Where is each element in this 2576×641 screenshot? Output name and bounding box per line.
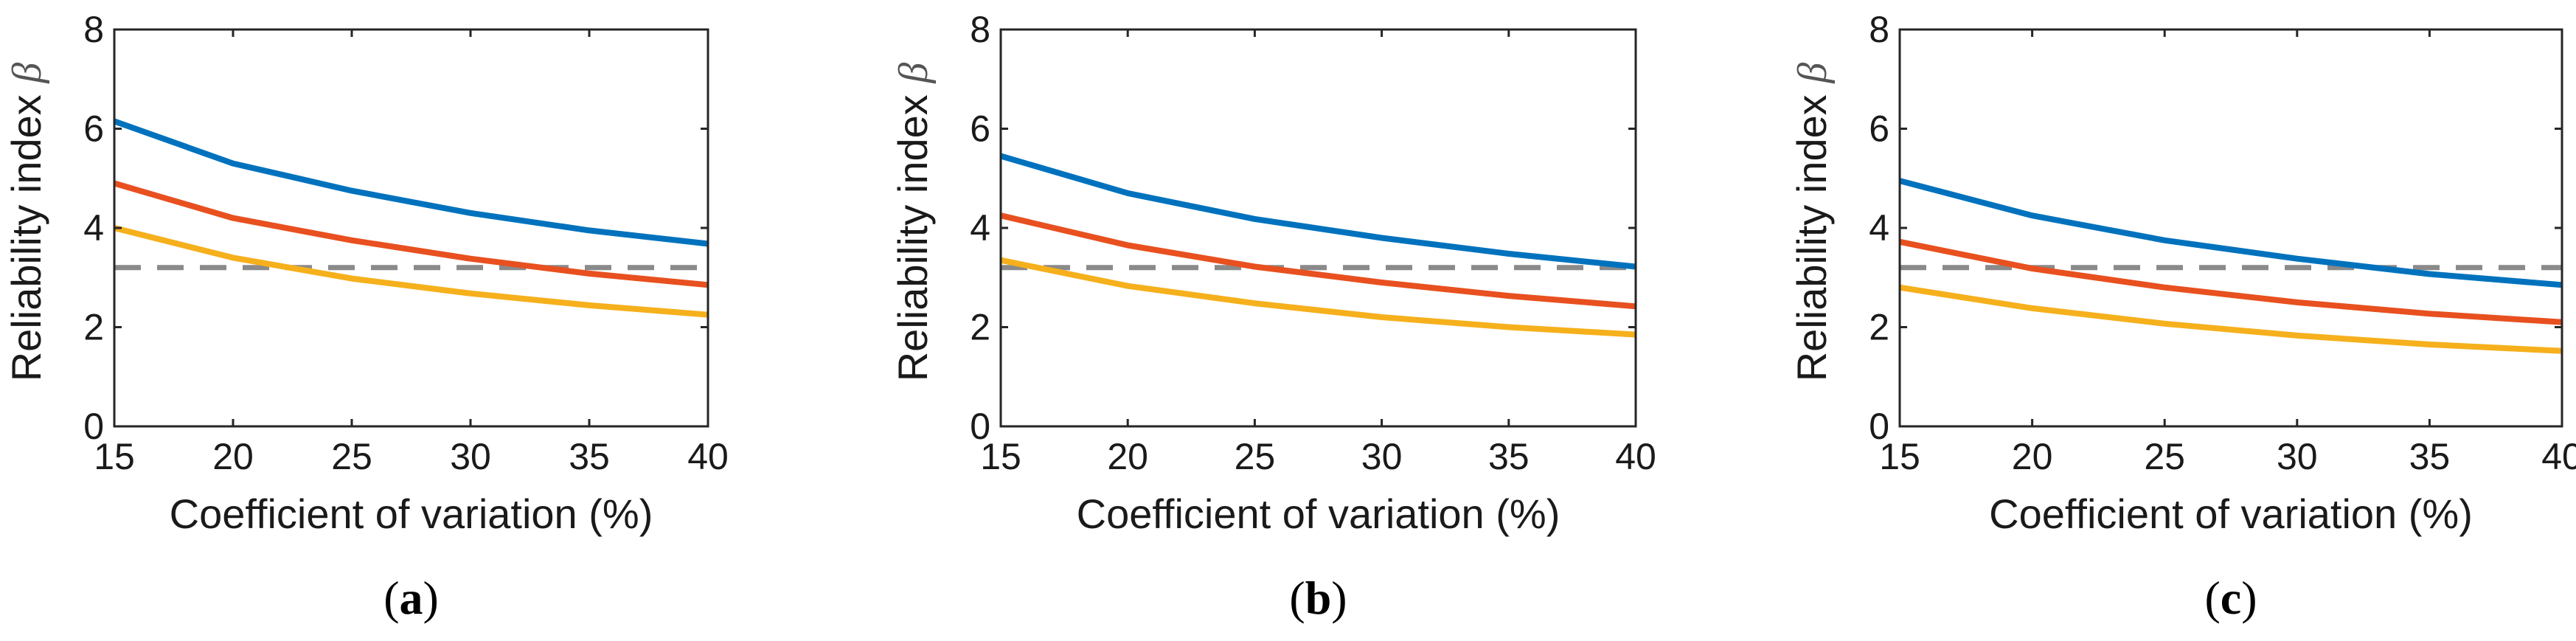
series-line-3 [114, 225, 709, 318]
series-line-2 [1000, 212, 1636, 310]
y-axis-title-symbol: β [1790, 63, 1836, 84]
y-axis-title: Reliability index β [1788, 63, 1836, 382]
y-axis-title: Reliability index β [3, 63, 50, 382]
y-tick-label: 4 [83, 207, 104, 249]
panel-caption-letter: a [400, 572, 423, 624]
x-tick-label: 25 [2144, 436, 2185, 477]
x-tick-label: 30 [1361, 436, 1403, 477]
panel-caption-open: ( [1289, 572, 1305, 624]
x-axis-title: Coefficient of variation (%) [1989, 491, 2473, 537]
x-tick-label: 15 [94, 436, 135, 477]
series-line-2 [113, 180, 709, 288]
panel-caption-open: ( [2204, 572, 2220, 624]
y-tick-label: 2 [83, 307, 104, 348]
panel-caption-close: ) [423, 572, 439, 624]
chart-panel-a: 15 20 25 30 35 40 0 2 4 6 8 Coefficient of variatio… [3, 9, 729, 624]
y-tick-label: 8 [83, 9, 104, 50]
y-tick-label: 2 [1869, 307, 1889, 348]
x-tick-label: 20 [1107, 436, 1148, 477]
y-tick-label: 0 [83, 406, 104, 447]
panel-caption: (a) [383, 572, 439, 624]
x-axis-title: Coefficient of variation (%) [1077, 491, 1560, 537]
x-tick-label: 15 [980, 436, 1021, 477]
y-tick-label: 0 [970, 406, 990, 447]
x-tick-label: 40 [1615, 436, 1656, 477]
y-tick-label: 2 [970, 307, 990, 348]
series-line-3 [1899, 284, 2563, 354]
x-tick-label: 20 [212, 436, 254, 477]
series-line-1 [1898, 178, 2563, 288]
y-axis-title-text: Reliability index [1788, 83, 1835, 382]
y-tick-label: 8 [1869, 9, 1889, 50]
series-line-2 [1899, 238, 2563, 325]
y-tick-label: 6 [970, 108, 990, 150]
y-axis-title-text: Reliability index [889, 83, 936, 382]
chart-panel-c: 15 20 25 30 35 40 0 2 4 6 8 Coefficient of variatio… [1788, 9, 2576, 624]
x-tick-label: 40 [2541, 436, 2576, 477]
series-line-1 [113, 118, 709, 247]
series-line-1 [999, 153, 1636, 270]
plot-frame [1898, 28, 2563, 428]
y-tick-label: 4 [1869, 207, 1889, 249]
x-tick-label: 30 [2277, 436, 2318, 477]
plot-frame [113, 28, 709, 428]
y-tick-label: 6 [1869, 108, 1889, 150]
y-tick-label: 6 [83, 108, 104, 150]
panel-caption-close: ) [2241, 572, 2257, 624]
panel-caption-open: ( [383, 572, 399, 624]
x-tick-label: 35 [1488, 436, 1530, 477]
x-tick-label: 35 [569, 436, 610, 477]
y-axis-title: Reliability index β [889, 63, 937, 382]
x-tick-label: 25 [1235, 436, 1276, 477]
x-tick-label: 35 [2409, 436, 2451, 477]
panel-caption-close: ) [1331, 572, 1347, 624]
y-axis-title-text: Reliability index [3, 83, 49, 382]
panel-caption-letter: c [2221, 572, 2241, 624]
y-axis-title-symbol: β [4, 63, 50, 84]
x-axis-title: Coefficient of variation (%) [170, 491, 653, 537]
panel-caption-letter: b [1305, 572, 1332, 624]
y-tick-label: 4 [970, 207, 990, 249]
x-tick-label: 20 [2012, 436, 2053, 477]
x-tick-label: 40 [687, 436, 729, 477]
y-axis-title-symbol: β [891, 63, 937, 84]
x-tick-label: 30 [450, 436, 491, 477]
panel-caption: (b) [1289, 572, 1347, 624]
y-tick-label: 8 [970, 9, 990, 50]
x-tick-label: 25 [331, 436, 372, 477]
y-tick-label: 0 [1869, 406, 1889, 447]
series-line-3 [1000, 257, 1636, 338]
panel-caption: (c) [2204, 572, 2257, 624]
chart-panel-b: 15 20 25 30 35 40 0 2 4 6 8 Coefficient of variatio… [889, 9, 1656, 624]
x-tick-label: 15 [1879, 436, 1920, 477]
